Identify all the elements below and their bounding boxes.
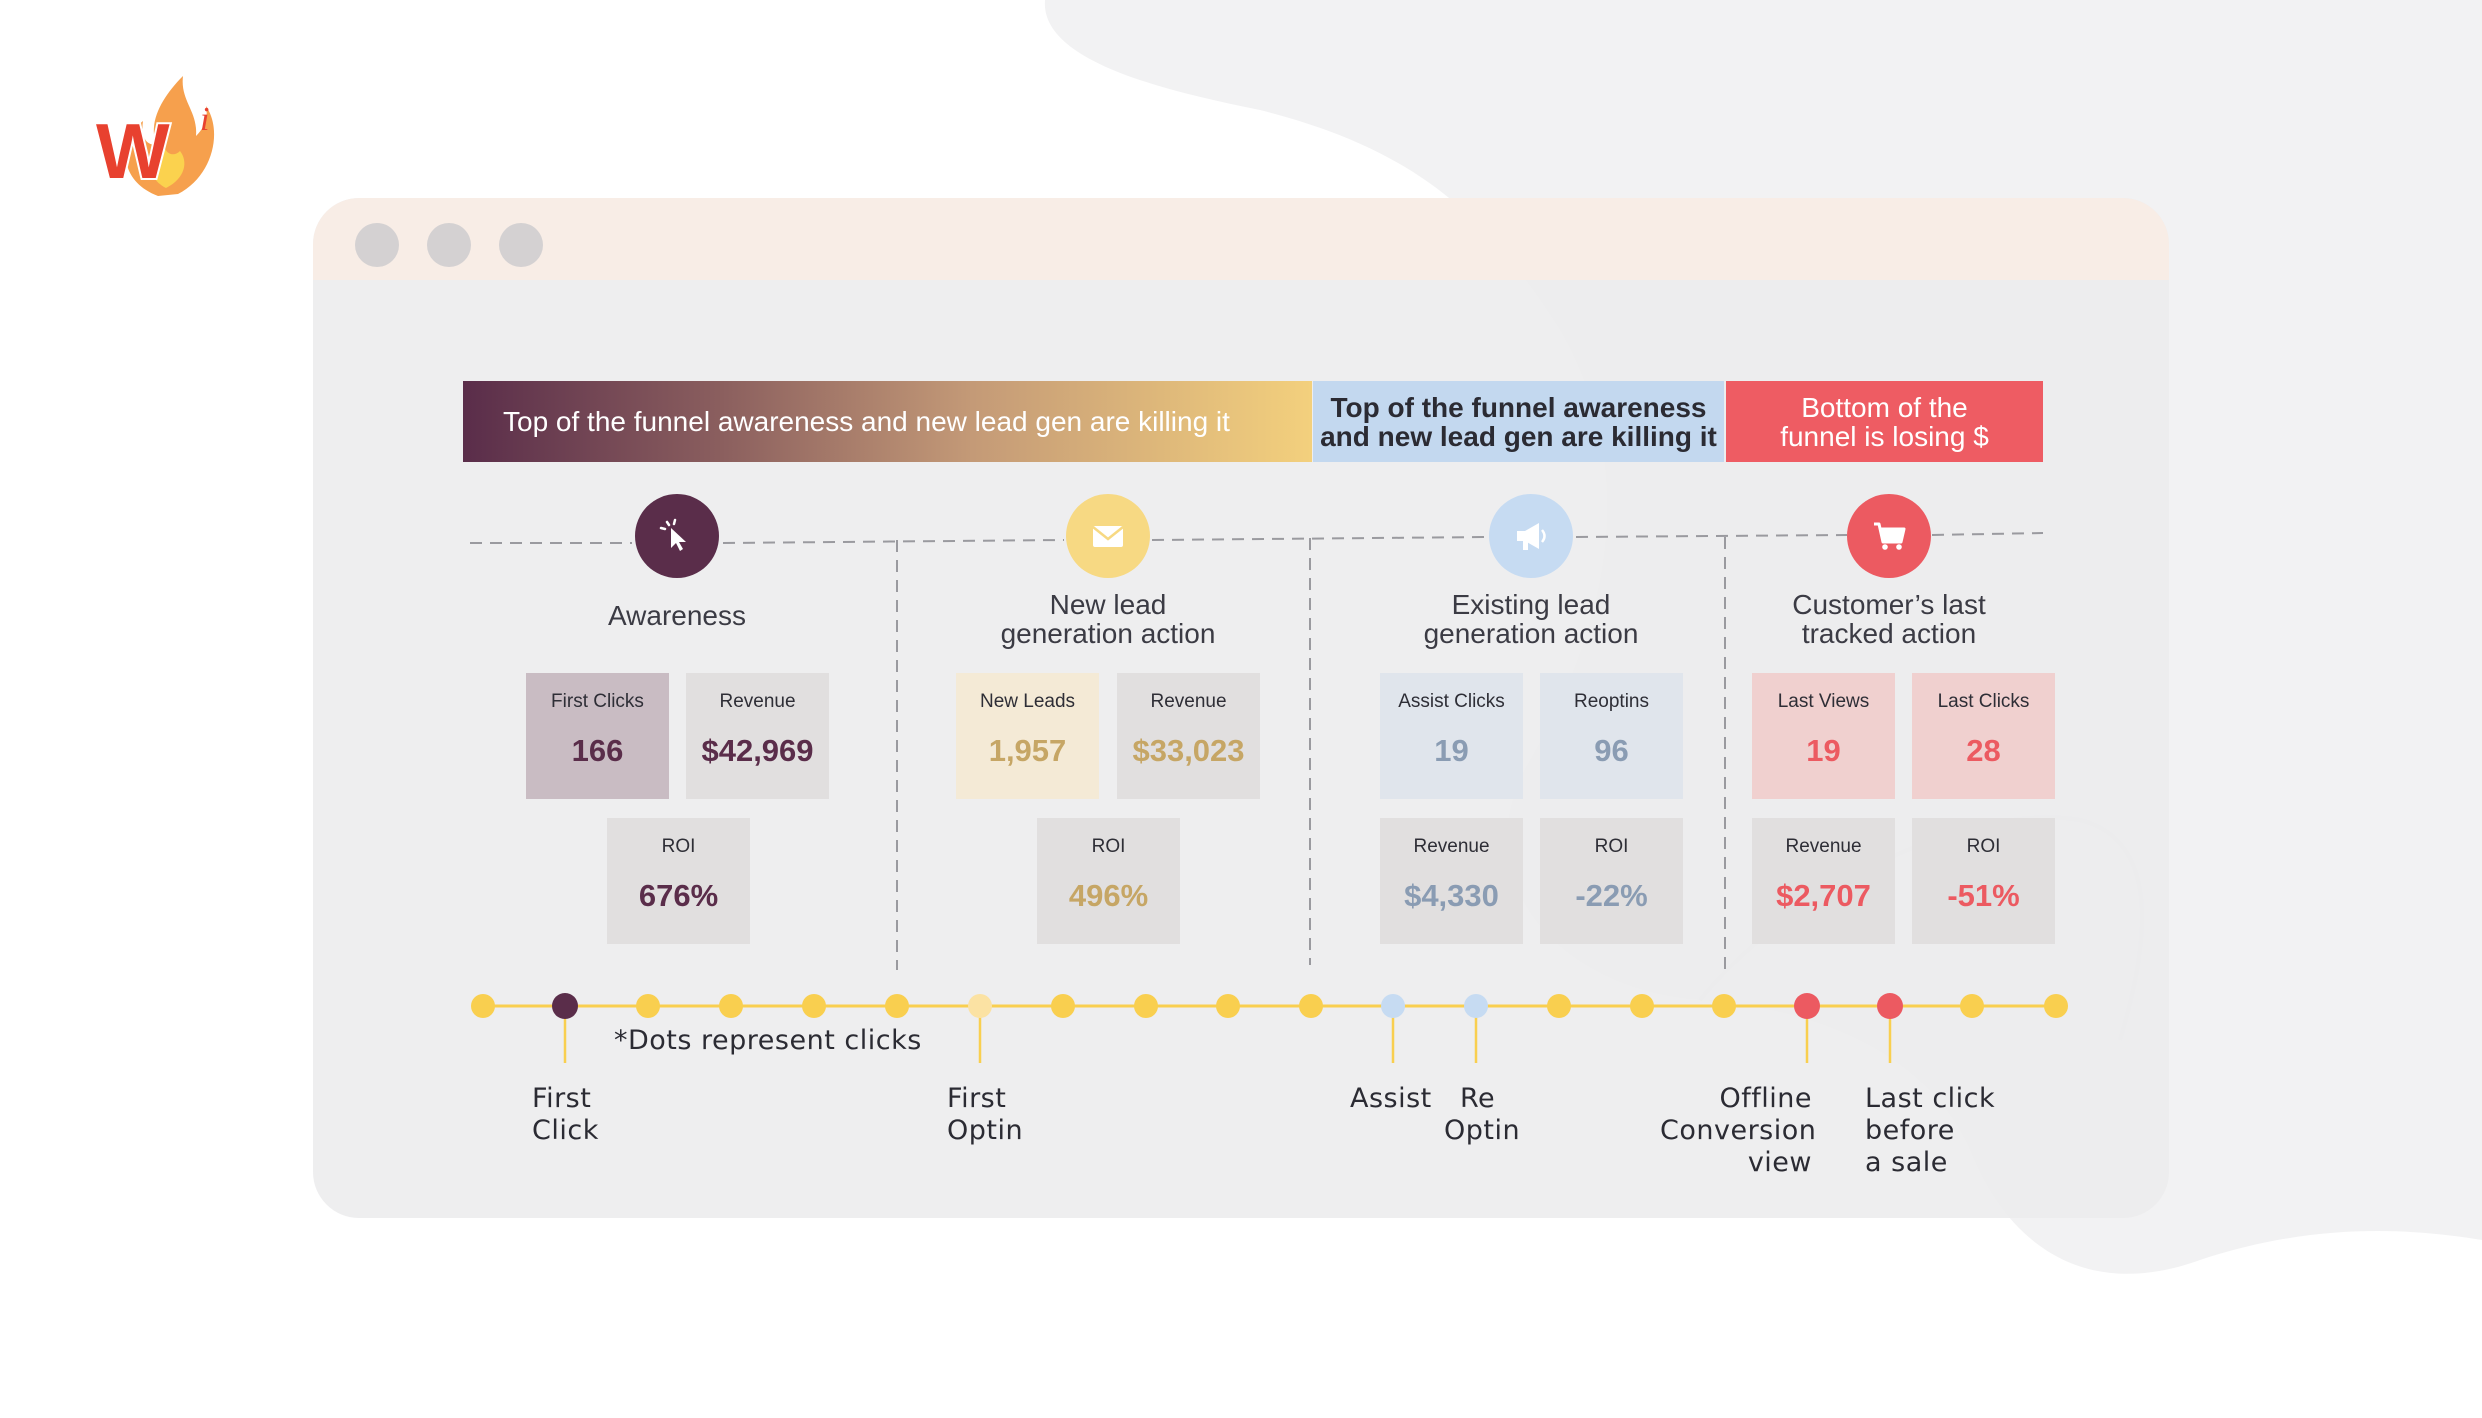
banner-bottom-funnel: Bottom of the funnel is losing $: [1726, 381, 2043, 462]
timeline-dot-last-click: [1877, 993, 1903, 1019]
timeline-label-assist: Assist: [1350, 1083, 1432, 1114]
metric-label: ROI: [1091, 836, 1126, 857]
timeline-label-re-optin: Re Optin: [1444, 1083, 1521, 1146]
metric-label: Assist Clicks: [1398, 691, 1505, 712]
metric-card: ROI 496%: [1037, 818, 1180, 944]
metric-value: 496%: [1068, 878, 1149, 913]
new-lead-stage-icon: [1066, 494, 1150, 578]
timeline-dot: [636, 994, 660, 1018]
timeline-dot: [2044, 994, 2068, 1018]
timeline-dot: [802, 994, 826, 1018]
metric-card: New Leads 1,957: [956, 673, 1099, 799]
timeline-dot: [885, 994, 909, 1018]
metric-value: -51%: [1947, 878, 2020, 913]
metric-card: ROI 676%: [607, 818, 750, 944]
shopping-cart-icon: [1874, 522, 1906, 550]
banner-top-funnel: Top of the funnel awareness and new lead…: [463, 381, 1312, 462]
banner-text-line1: Bottom of the: [1801, 391, 1968, 423]
metric-label: Reoptins: [1574, 691, 1649, 712]
metric-value: 28: [1966, 733, 2001, 768]
metric-label: Revenue: [1413, 836, 1490, 857]
timeline-dot-first-click: [552, 993, 578, 1019]
metric-label: ROI: [1594, 836, 1629, 857]
envelope-icon: [1092, 526, 1124, 547]
window-titlebar: [313, 198, 2169, 280]
metric-label: New Leads: [979, 691, 1076, 712]
window-control-dot[interactable]: [499, 223, 543, 267]
timeline-label-offline-conversion: Offline Conversion view: [1660, 1083, 1817, 1178]
timeline-dot: [471, 994, 495, 1018]
existing-lead-stage-icon: [1489, 494, 1573, 578]
stage-title-new-lead: New lead generation action: [1000, 589, 1216, 649]
banner-text-line2: and new lead gen are killing it: [1320, 420, 1717, 452]
metric-label: ROI: [1966, 836, 2001, 857]
megaphone-icon: [1517, 523, 1546, 550]
metric-value: $33,023: [1132, 733, 1245, 768]
metric-label: Last Clicks: [1937, 691, 2030, 712]
banner-text-line2: funnel is losing $: [1780, 420, 1989, 452]
metric-card: Revenue $4,330: [1380, 818, 1523, 944]
awareness-stage-icon: [635, 494, 719, 578]
metric-value: 19: [1434, 733, 1469, 768]
metric-card: ROI -22%: [1540, 818, 1683, 944]
last-action-stage-icon: [1847, 494, 1931, 578]
timeline-label-last-click: Last click before a sale: [1865, 1083, 1996, 1178]
metric-card: Last Clicks 28: [1912, 673, 2055, 799]
metric-value: $2,707: [1776, 878, 1871, 913]
window-control-dot[interactable]: [355, 223, 399, 267]
metric-label: ROI: [661, 836, 696, 857]
metric-label: Revenue: [1785, 836, 1862, 857]
metric-label: Revenue: [1150, 691, 1227, 712]
metric-value: 1,957: [988, 733, 1067, 768]
timeline-label-first-click: First Click: [532, 1083, 599, 1146]
banner-text-line1: Top of the funnel awareness: [1330, 391, 1707, 423]
timeline-dot: [719, 994, 743, 1018]
timeline-dots: [471, 993, 2068, 1019]
timeline-dot-first-optin: [968, 994, 992, 1018]
timeline-dot: [1547, 994, 1571, 1018]
metric-label: First Clicks: [551, 691, 644, 712]
timeline-dot: [1216, 994, 1240, 1018]
stage-title-existing-lead: Existing lead generation action: [1423, 589, 1639, 649]
metric-card: Revenue $33,023: [1117, 673, 1260, 799]
timeline-note: *Dots represent clicks: [614, 1025, 922, 1056]
cursor-click-icon: [659, 518, 686, 551]
metric-label: Last Views: [1777, 691, 1870, 712]
svg-text:i: i: [200, 101, 209, 138]
metric-value: $4,330: [1404, 878, 1499, 913]
window-control-dot[interactable]: [427, 223, 471, 267]
timeline-dot: [1960, 994, 1984, 1018]
metric-value: 19: [1806, 733, 1841, 768]
metric-card: First Clicks 166: [526, 673, 669, 799]
stage-title-last-action: Customer’s last tracked action: [1792, 589, 1986, 649]
timeline-dot: [1051, 994, 1075, 1018]
metric-label: Revenue: [719, 691, 796, 712]
banner-top-funnel-secondary: Top of the funnel awareness and new lead…: [1313, 381, 1724, 462]
timeline-dot-assist: [1381, 994, 1405, 1018]
metric-card: Last Views 19: [1752, 673, 1895, 799]
svg-text:W: W: [96, 107, 170, 195]
metric-value: $42,969: [701, 733, 814, 768]
metric-card: ROI -51%: [1912, 818, 2055, 944]
banner-text: Top of the funnel awareness and new lead…: [503, 406, 1230, 437]
metric-card: Reoptins 96: [1540, 673, 1683, 799]
timeline-label-first-optin: First Optin: [947, 1083, 1024, 1146]
metric-card: Revenue $42,969: [686, 673, 829, 799]
timeline-dot-offline-conversion: [1794, 993, 1820, 1019]
timeline-dot-re-optin: [1464, 994, 1488, 1018]
brand-logo: W i: [88, 66, 228, 206]
timeline-dot: [1630, 994, 1654, 1018]
timeline-dot: [1134, 994, 1158, 1018]
metric-card: Revenue $2,707: [1752, 818, 1895, 944]
metric-value: 676%: [638, 878, 719, 913]
stage-title-awareness: Awareness: [607, 600, 746, 631]
metric-value: 166: [571, 733, 624, 768]
timeline-dot: [1299, 994, 1323, 1018]
metric-value: 96: [1594, 733, 1629, 768]
metric-value: -22%: [1575, 878, 1648, 913]
metric-card: Assist Clicks 19: [1380, 673, 1523, 799]
timeline-dot: [1712, 994, 1736, 1018]
